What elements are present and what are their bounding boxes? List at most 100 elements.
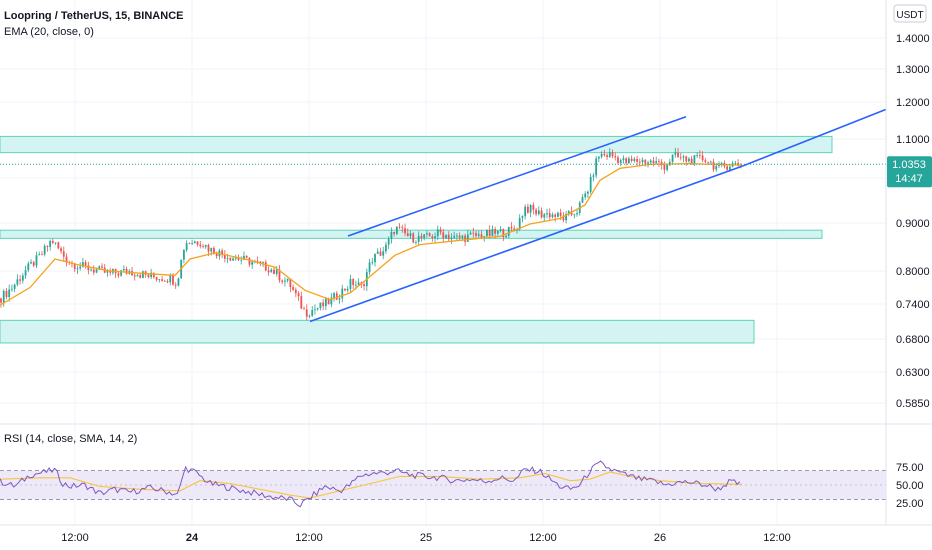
candle-body <box>412 233 415 243</box>
candle-body <box>357 282 360 285</box>
candle-body <box>690 158 693 165</box>
candle-body <box>172 275 174 285</box>
candle-body <box>434 236 436 239</box>
candle-body <box>401 227 404 229</box>
price-tick-label: 1.2000 <box>896 97 930 109</box>
rsi-tick-label: 25.00 <box>896 498 924 510</box>
candle-body <box>679 157 682 159</box>
rsi-axis[interactable]: 75.00 50.00 25.00 <box>896 462 924 510</box>
candle-body <box>297 293 300 297</box>
candle-body <box>38 254 41 256</box>
candle-body <box>363 284 365 287</box>
candle-body <box>303 308 305 310</box>
candle-body <box>559 212 562 216</box>
candle-body <box>5 290 8 298</box>
candle-body <box>243 255 245 260</box>
candle-body <box>49 240 52 247</box>
candle-body <box>464 235 466 242</box>
candle-body <box>221 250 224 255</box>
zone-box <box>0 135 833 154</box>
currency-button[interactable]: USDT <box>893 4 927 23</box>
candle-body <box>641 159 644 163</box>
candle-body <box>174 284 177 286</box>
candle-body <box>565 213 568 221</box>
candle-body <box>496 230 499 234</box>
candle-body <box>330 297 333 305</box>
candle-body <box>286 278 289 281</box>
candle-body <box>27 263 30 271</box>
candle-body <box>352 278 355 286</box>
candle-body <box>589 176 592 192</box>
candle-body <box>223 254 226 259</box>
candle-body <box>324 298 327 307</box>
candle-body <box>82 262 84 267</box>
candle-body <box>666 165 669 170</box>
candle-body <box>316 308 319 310</box>
price-tick-label: 0.7400 <box>896 299 930 311</box>
candle-body <box>644 159 647 164</box>
candle-body <box>46 245 49 247</box>
candle-body <box>346 288 349 291</box>
candle-body <box>456 235 458 237</box>
candle-body <box>720 163 723 164</box>
candle-body <box>409 233 412 237</box>
candle-body <box>406 233 409 237</box>
candle-body <box>338 298 341 300</box>
candle-body <box>715 165 718 170</box>
time-tick-label: 12:00 <box>295 532 323 544</box>
candle-body <box>450 237 453 240</box>
ema-legend[interactable]: EMA (20, close, 0) <box>4 26 94 38</box>
candle-body <box>671 154 674 162</box>
candle-body <box>98 266 101 270</box>
candle-body <box>428 233 431 237</box>
candle-body <box>193 241 196 244</box>
time-axis[interactable]: 12:00 24 12:00 25 12:00 26 12:00 <box>61 532 791 544</box>
candle-body <box>43 245 46 255</box>
candle-body <box>264 262 267 271</box>
candle-body <box>117 273 120 276</box>
symbol-title[interactable]: Loopring / TetherUS, 15, BINANCE <box>4 10 183 22</box>
candle-body <box>150 272 153 278</box>
candle-body <box>101 266 103 268</box>
candle-body <box>677 152 679 158</box>
candle-body <box>213 247 215 254</box>
candle-body <box>636 158 638 162</box>
candle-body <box>21 275 24 281</box>
price-tick-label: 0.9000 <box>896 218 930 230</box>
candle-body <box>688 158 690 162</box>
price-tick-label: 0.8000 <box>896 266 930 278</box>
candle-body <box>587 191 589 194</box>
price-tick-label: 1.3000 <box>896 64 930 76</box>
candle-body <box>210 247 213 252</box>
candle-body <box>158 279 161 281</box>
zone-box <box>0 319 755 344</box>
candle-body <box>188 243 191 245</box>
candle-body <box>486 229 488 237</box>
candle-body <box>226 257 229 259</box>
trend-channel-lines <box>309 108 887 323</box>
candle-body <box>417 235 420 242</box>
rsi-legend[interactable]: RSI (14, close, SMA, 14, 2) <box>4 433 137 445</box>
candle-body <box>475 233 477 236</box>
candle-body <box>32 262 35 266</box>
candle-body <box>647 162 649 164</box>
candle-body <box>79 266 82 269</box>
candle-body <box>136 275 139 277</box>
candle-body <box>712 161 715 170</box>
candle-body <box>546 213 548 215</box>
candle-body <box>685 156 688 162</box>
channel-line <box>741 108 887 168</box>
candle-body <box>147 274 150 278</box>
candle-body <box>251 261 254 265</box>
candle-body <box>385 244 387 252</box>
candle-body <box>327 298 330 305</box>
candle-body <box>592 175 595 177</box>
candle-body <box>548 213 551 218</box>
price-axis[interactable]: 1.4000 1.3000 1.2000 1.1000 0.9000 0.8000 0.74… <box>896 33 930 410</box>
candle-body <box>62 251 65 257</box>
price-tick-label: 0.6800 <box>896 334 930 346</box>
candle-body <box>505 235 507 238</box>
channel-line <box>347 116 687 237</box>
candle-body <box>341 288 344 299</box>
